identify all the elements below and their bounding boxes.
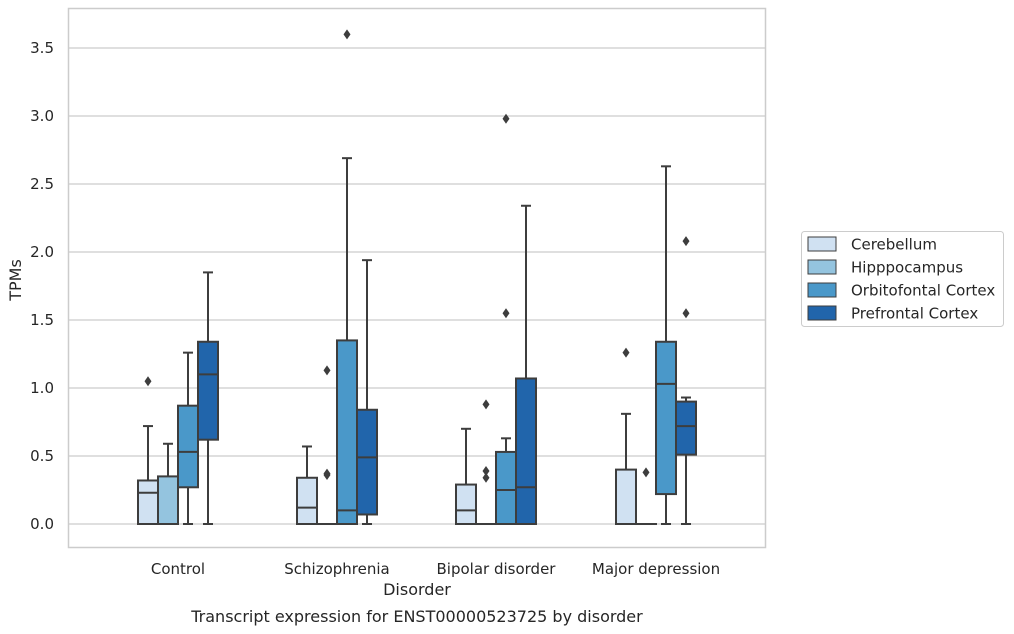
outlier-point <box>482 472 490 483</box>
box-body <box>157 475 179 525</box>
legend-label: Prefrontal Cortex <box>851 305 978 323</box>
chart-caption: Transcript expression for ENST0000052372… <box>190 607 643 626</box>
box-body <box>296 476 318 526</box>
legend: Cerebellum Hipppocampus Orbitofontal Corte… <box>801 231 1004 327</box>
box-body <box>675 400 697 456</box>
y-tick-label: 1.5 <box>30 311 54 329</box>
legend-frame <box>801 231 1004 327</box>
box-body <box>495 450 517 526</box>
box-body <box>515 377 537 526</box>
box-body <box>615 468 637 526</box>
outlier-point <box>682 236 690 247</box>
y-tick-label: 0.5 <box>30 447 54 465</box>
x-tick-label: Schizophrenia <box>284 560 389 578</box>
legend-label: Hipppocampus <box>851 259 963 277</box>
outlier-point <box>482 399 490 410</box>
y-tick-label: 1.0 <box>30 379 54 397</box>
plot-frame <box>67 7 767 549</box>
box-hipppocampus <box>316 365 338 526</box>
x-tick-label: Major depression <box>592 560 720 578</box>
box-prefrontal-cortex <box>356 259 378 525</box>
x-tick-labels: Control Schizophrenia Bipolar disorder Majo… <box>151 560 720 578</box>
y-tick-label: 0.0 <box>30 515 54 533</box>
y-tick-label: 3.5 <box>30 39 54 57</box>
box-body <box>356 408 378 516</box>
outlier-point <box>323 365 331 376</box>
outlier-point <box>682 308 690 319</box>
box-orbitofontal-cortex <box>336 29 358 525</box>
box-body <box>177 404 199 489</box>
box-body <box>336 339 358 525</box>
box-cerebellum <box>137 376 159 526</box>
x-axis-title: Disorder <box>383 580 451 599</box>
legend-swatch <box>807 236 837 252</box>
box-body <box>137 479 159 526</box>
y-axis-title: TPMs <box>6 259 25 302</box>
outlier-point <box>502 113 510 124</box>
box-body <box>197 340 219 441</box>
y-tick-label: 3.0 <box>30 107 54 125</box>
outlier-point <box>343 29 351 40</box>
box-orbitofontal-cortex <box>495 113 517 526</box>
box-orbitofontal-cortex <box>177 351 199 525</box>
box-body <box>455 483 477 525</box>
outlier-point <box>642 467 650 478</box>
y-tick-label: 2.5 <box>30 175 54 193</box>
box-cerebellum <box>296 445 318 526</box>
legend-label: Orbitofontal Cortex <box>851 282 995 300</box>
legend-swatch <box>807 282 837 298</box>
box-body <box>655 340 677 496</box>
box-cerebellum <box>455 427 477 525</box>
outlier-point <box>482 465 490 476</box>
y-tick-label: 2.0 <box>30 243 54 261</box>
outlier-point <box>144 376 152 387</box>
box-hipppocampus <box>157 442 179 525</box>
box-prefrontal-cortex <box>515 204 537 526</box>
boxes <box>137 29 697 526</box>
legend-label: Cerebellum <box>851 236 937 254</box>
box-hipppocampus <box>635 467 657 526</box>
box-cerebellum <box>615 347 637 526</box>
box-orbitofontal-cortex <box>655 165 677 525</box>
outlier-point <box>502 308 510 319</box>
outlier-point <box>323 470 331 481</box>
box-hipppocampus <box>475 399 497 526</box>
y-tick-labels: 0.0 0.5 1.0 1.5 2.0 2.5 3.0 3.5 <box>30 39 54 533</box>
box-prefrontal-cortex <box>675 236 697 525</box>
x-tick-label: Control <box>151 560 205 578</box>
x-tick-label: Bipolar disorder <box>437 560 557 578</box>
box-prefrontal-cortex <box>197 271 219 525</box>
legend-swatch <box>807 259 837 275</box>
outlier-point <box>622 347 630 358</box>
legend-swatch <box>807 305 837 321</box>
